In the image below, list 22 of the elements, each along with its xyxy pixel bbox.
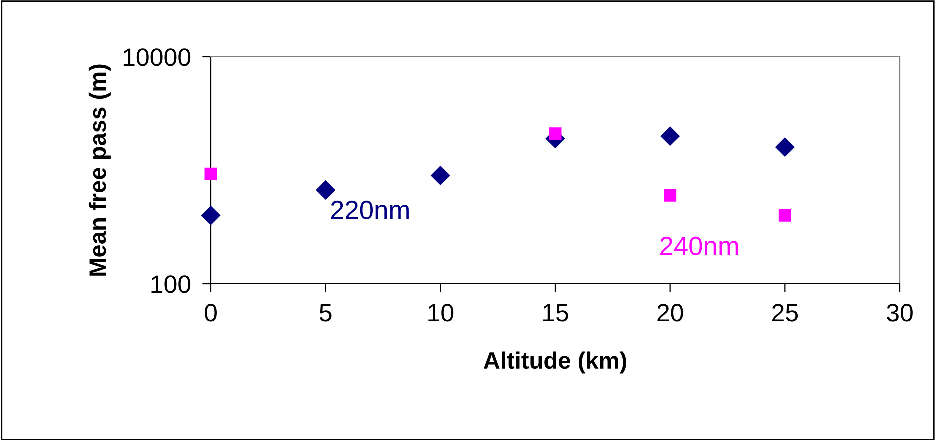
y-tick-label: 10000	[124, 48, 191, 66]
point	[201, 206, 221, 226]
x-tick-label: 20	[658, 304, 684, 322]
x-tick-label: 30	[887, 304, 913, 322]
point	[660, 126, 680, 146]
x-axis-title: Altitude (km)	[484, 352, 626, 374]
x-tick-label: 5	[320, 304, 332, 322]
point	[664, 189, 677, 202]
series-label: 220nm	[331, 200, 409, 220]
point	[316, 180, 336, 200]
x-tick-label: 25	[772, 304, 798, 322]
y-tick-label: 100	[152, 276, 191, 294]
x-tick-label: 10	[428, 304, 454, 322]
x-tick-label: 15	[544, 304, 568, 322]
point	[431, 166, 450, 186]
series-label: 240nm	[660, 236, 738, 256]
point	[778, 209, 792, 222]
x-tick-label: 0	[205, 304, 217, 322]
point	[204, 168, 218, 180]
point	[776, 138, 795, 157]
point	[549, 128, 562, 140]
y-axis-title: Mean free pass (m)	[88, 64, 111, 276]
